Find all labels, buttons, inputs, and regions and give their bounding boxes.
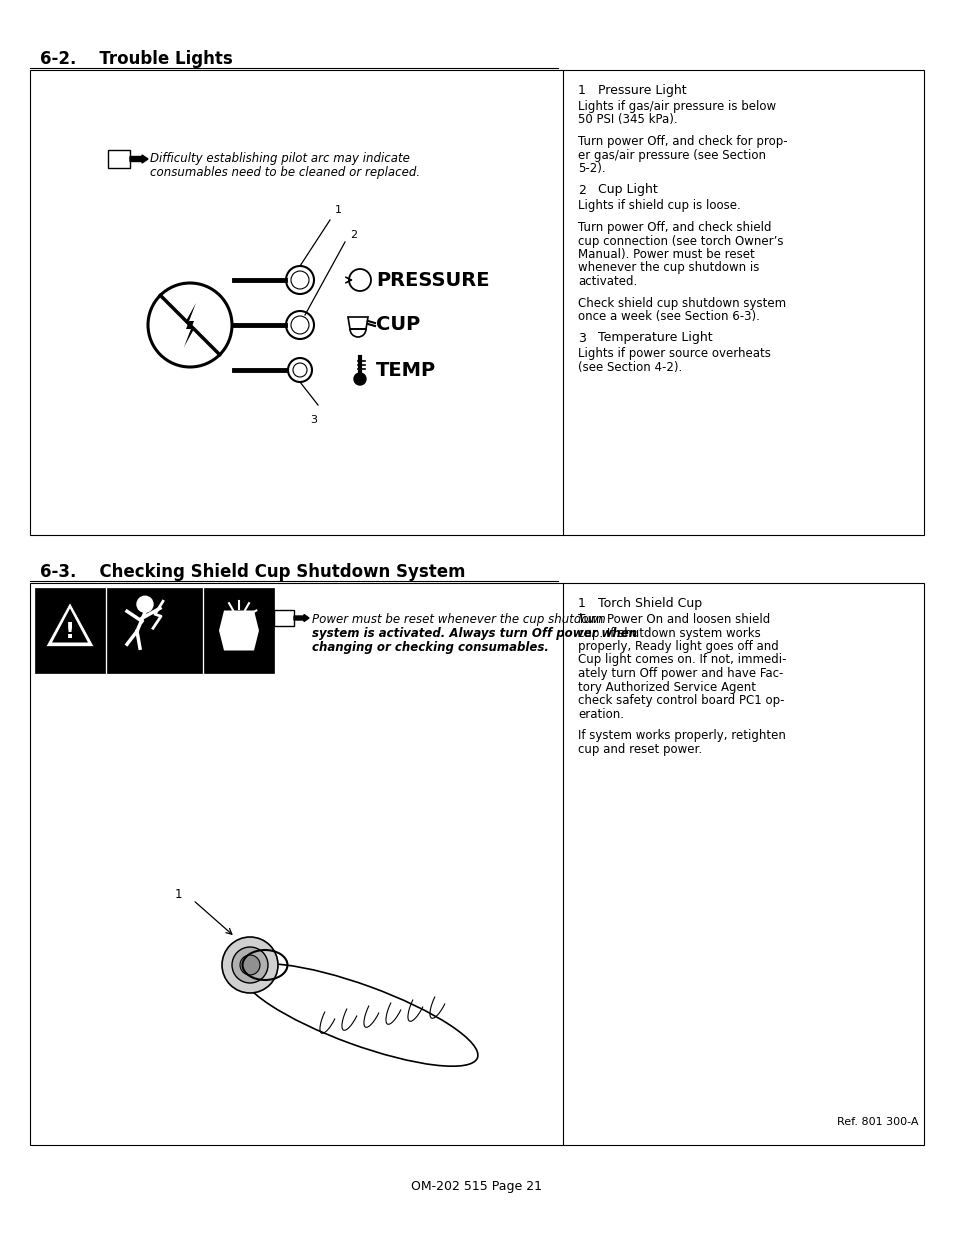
Text: !: ! bbox=[65, 622, 75, 642]
Text: cup. If shutdown system works: cup. If shutdown system works bbox=[578, 626, 760, 640]
Text: Cup Light: Cup Light bbox=[598, 184, 657, 196]
Text: Turn Power On and loosen shield: Turn Power On and loosen shield bbox=[578, 613, 769, 626]
Text: 5-2).: 5-2). bbox=[578, 162, 605, 175]
Text: Power must be reset whenever the cup shutdown: Power must be reset whenever the cup shu… bbox=[312, 613, 605, 626]
Text: CUP: CUP bbox=[375, 315, 420, 335]
Text: 1: 1 bbox=[335, 205, 341, 215]
Text: er gas/air pressure (see Section: er gas/air pressure (see Section bbox=[578, 148, 765, 162]
Text: check safety control board PC1 op-: check safety control board PC1 op- bbox=[578, 694, 783, 706]
Text: (see Section 4-2).: (see Section 4-2). bbox=[578, 361, 681, 374]
Bar bbox=[204, 588, 274, 673]
Text: 6-3.    Checking Shield Cup Shutdown System: 6-3. Checking Shield Cup Shutdown System bbox=[40, 563, 465, 580]
Bar bbox=[35, 588, 105, 673]
Text: Manual). Power must be reset: Manual). Power must be reset bbox=[578, 248, 754, 261]
Text: changing or checking consumables.: changing or checking consumables. bbox=[312, 641, 548, 655]
Text: TEMP: TEMP bbox=[375, 361, 436, 379]
Polygon shape bbox=[52, 609, 88, 642]
Bar bbox=[107, 588, 202, 673]
Text: 1: 1 bbox=[578, 84, 585, 98]
Text: 3: 3 bbox=[310, 415, 316, 425]
Text: tory Authorized Service Agent: tory Authorized Service Agent bbox=[578, 680, 755, 694]
Text: ately turn Off power and have Fac-: ately turn Off power and have Fac- bbox=[578, 667, 782, 680]
Polygon shape bbox=[219, 610, 258, 651]
Text: PRESSURE: PRESSURE bbox=[375, 270, 489, 289]
Circle shape bbox=[354, 373, 366, 385]
Text: Turn power Off, and check shield: Turn power Off, and check shield bbox=[578, 221, 771, 233]
Text: whenever the cup shutdown is: whenever the cup shutdown is bbox=[578, 262, 759, 274]
Text: Lights if gas/air pressure is below: Lights if gas/air pressure is below bbox=[578, 100, 776, 112]
Text: properly, Ready light goes off and: properly, Ready light goes off and bbox=[578, 640, 778, 653]
Polygon shape bbox=[46, 603, 94, 646]
Text: Turn power Off, and check for prop-: Turn power Off, and check for prop- bbox=[578, 135, 787, 148]
Text: 1: 1 bbox=[174, 888, 182, 902]
Polygon shape bbox=[348, 317, 368, 329]
Text: once a week (see Section 6-3).: once a week (see Section 6-3). bbox=[578, 310, 760, 324]
Text: 6-2.    Trouble Lights: 6-2. Trouble Lights bbox=[40, 49, 233, 68]
FancyArrow shape bbox=[130, 156, 148, 163]
Text: OM-202 515 Page 21: OM-202 515 Page 21 bbox=[411, 1179, 542, 1193]
Text: Ref. 801 300-A: Ref. 801 300-A bbox=[837, 1116, 918, 1128]
Text: Lights if power source overheats: Lights if power source overheats bbox=[578, 347, 770, 361]
Text: activated.: activated. bbox=[578, 275, 637, 288]
Text: 50 PSI (345 kPa).: 50 PSI (345 kPa). bbox=[578, 114, 677, 126]
Text: cup connection (see torch Owner’s: cup connection (see torch Owner’s bbox=[578, 235, 782, 247]
Text: Pressure Light: Pressure Light bbox=[598, 84, 686, 98]
Circle shape bbox=[222, 937, 277, 993]
Bar bbox=[30, 70, 923, 535]
Circle shape bbox=[232, 947, 268, 983]
Text: Difficulty establishing pilot arc may indicate: Difficulty establishing pilot arc may in… bbox=[150, 152, 410, 165]
FancyArrow shape bbox=[294, 615, 309, 621]
Circle shape bbox=[137, 597, 152, 613]
Text: Check shield cup shutdown system: Check shield cup shutdown system bbox=[578, 296, 785, 310]
Text: Torch Shield Cup: Torch Shield Cup bbox=[598, 597, 701, 610]
Text: eration.: eration. bbox=[578, 708, 623, 720]
Text: 2: 2 bbox=[350, 230, 356, 240]
Text: 2: 2 bbox=[578, 184, 585, 196]
Text: If system works properly, retighten: If system works properly, retighten bbox=[578, 729, 785, 742]
Circle shape bbox=[240, 955, 260, 974]
Text: 3: 3 bbox=[578, 331, 585, 345]
Text: 1: 1 bbox=[578, 597, 585, 610]
Bar bbox=[30, 583, 923, 1145]
Text: system is activated. Always turn Off power when: system is activated. Always turn Off pow… bbox=[312, 627, 637, 640]
Text: Temperature Light: Temperature Light bbox=[598, 331, 712, 345]
Polygon shape bbox=[184, 303, 195, 347]
Text: Lights if shield cup is loose.: Lights if shield cup is loose. bbox=[578, 200, 740, 212]
Text: consumables need to be cleaned or replaced.: consumables need to be cleaned or replac… bbox=[150, 165, 419, 179]
Text: Cup light comes on. If not, immedi-: Cup light comes on. If not, immedi- bbox=[578, 653, 785, 667]
Text: cup and reset power.: cup and reset power. bbox=[578, 742, 701, 756]
